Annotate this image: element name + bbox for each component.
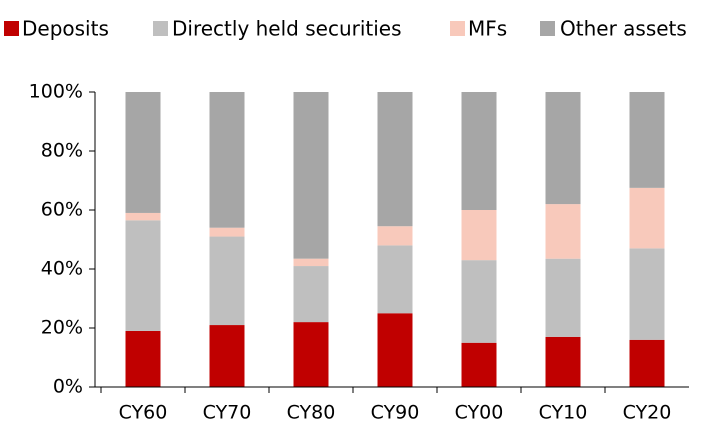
bar-segment (629, 92, 665, 188)
x-tick-label: CY20 (623, 402, 672, 424)
bar-segment (545, 336, 581, 387)
bar-segment (377, 226, 413, 246)
bar-segment (461, 342, 497, 387)
y-tick-label: 40% (41, 258, 83, 280)
bar-segment (209, 92, 245, 228)
x-tick-label: CY90 (371, 402, 420, 424)
bar-segment (545, 258, 581, 337)
legend-label: Directly held securities (172, 17, 402, 41)
legend-label: Deposits (22, 17, 109, 41)
bar-segment (209, 227, 245, 237)
y-tick-label: 20% (41, 317, 83, 339)
bar-segment (125, 330, 161, 387)
x-tick-label: CY10 (539, 402, 588, 424)
x-tick-label: CY60 (119, 402, 168, 424)
y-tick-label: 100% (29, 81, 83, 103)
bar-segment (461, 210, 497, 261)
bar-segment (629, 339, 665, 387)
bar-segment (629, 187, 665, 249)
bar-segment (545, 204, 581, 259)
bar-segment (125, 92, 161, 213)
legend-label: Other assets (560, 17, 687, 41)
bar-segment (125, 220, 161, 331)
bar-segment (209, 325, 245, 387)
y-tick-label: 0% (53, 376, 83, 398)
bar-segment (377, 92, 413, 227)
bar-segment (125, 212, 161, 221)
bar-segment (461, 260, 497, 343)
x-tick-label: CY80 (287, 402, 336, 424)
legend-swatch (540, 21, 555, 36)
bar-segment (293, 258, 329, 267)
x-tick-label: CY00 (455, 402, 504, 424)
bar-segment (209, 236, 245, 326)
legend-swatch (153, 21, 168, 36)
legend-label: MFs (468, 17, 507, 41)
bar-segment (293, 322, 329, 387)
bar-segment (293, 92, 329, 259)
bar-segment (377, 245, 413, 314)
bar-segment (293, 266, 329, 323)
bar-segment (461, 92, 497, 210)
bar-segment (377, 313, 413, 387)
y-tick-label: 80% (41, 140, 83, 162)
bar-segment (629, 248, 665, 340)
bar-segment (545, 92, 581, 205)
y-tick-label: 60% (41, 199, 83, 221)
legend-swatch (4, 21, 19, 36)
x-tick-label: CY70 (203, 402, 252, 424)
legend-swatch (450, 21, 465, 36)
